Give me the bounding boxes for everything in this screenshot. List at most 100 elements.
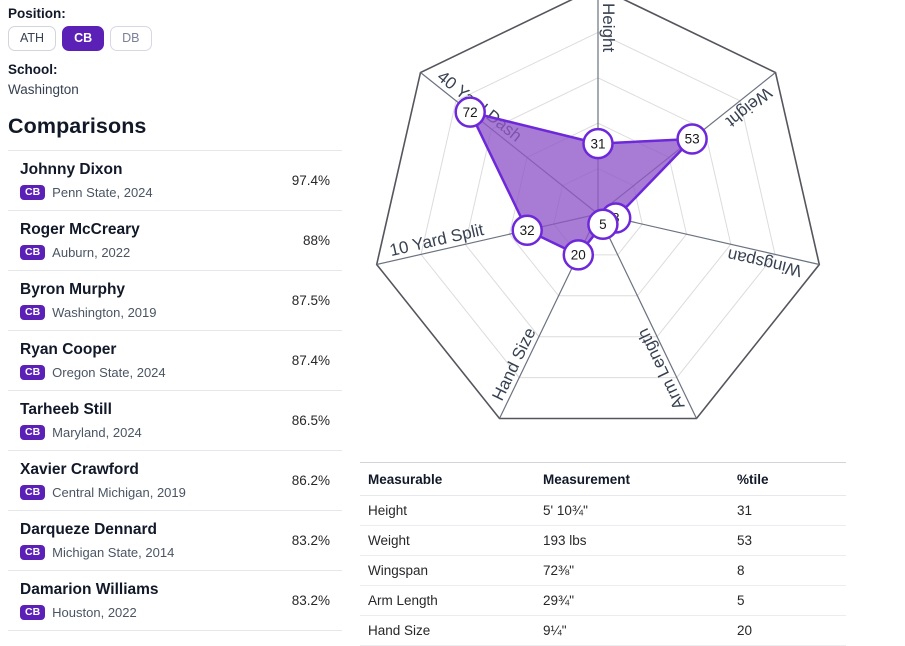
measurables-column-header: %tile xyxy=(729,462,846,496)
position-badge: CB xyxy=(20,304,46,321)
measurable-name: Height xyxy=(360,495,535,526)
comparison-row[interactable]: Tarheeb Still CB Maryland, 2024 86.5% xyxy=(8,391,342,451)
player-school: Maryland, 2024 xyxy=(52,425,142,440)
radar-data-point xyxy=(511,214,543,246)
comparison-row[interactable]: Byron Murphy CB Washington, 2019 87.5% xyxy=(8,271,342,331)
position-badge: CB xyxy=(20,364,46,381)
match-percentage: 88% xyxy=(302,233,330,248)
percentile-value: 31 xyxy=(729,495,846,526)
comparisons-list: Johnny Dixon CB Penn State, 2024 97.4% Roger… xyxy=(8,150,342,631)
radar-data-point xyxy=(582,127,614,160)
measurable-row: Arm Length 29¾" 5 xyxy=(360,585,846,616)
measurement-value: 29¾" xyxy=(535,585,729,616)
radar-data-point-value: 72 xyxy=(463,105,478,120)
measurement-value: 193 lbs xyxy=(535,525,729,556)
position-badge: CB xyxy=(20,184,46,201)
comparison-row[interactable]: Roger McCreary CB Auburn, 2022 88% xyxy=(8,211,342,271)
position-button-ath[interactable]: ATH xyxy=(8,26,57,51)
match-percentage: 83.2% xyxy=(291,593,330,608)
radar-data-point-value: 32 xyxy=(520,223,535,238)
school-value: Washington xyxy=(8,82,79,97)
comparison-row[interactable]: Johnny Dixon CB Penn State, 2024 97.4% xyxy=(8,151,342,211)
match-percentage: 86.2% xyxy=(291,473,330,488)
radar-chart-svg: Height Weight Wingspan Arm Length Hand Size 1… xyxy=(375,0,821,420)
filters-panel: Position: ATH CB DB School: Washington Com… xyxy=(8,4,342,631)
position-badge: CB xyxy=(20,244,46,261)
radar-axis-label: Height xyxy=(599,3,618,52)
comparison-row[interactable]: Darqueze Dennard CB Michigan State, 2014 83… xyxy=(8,511,342,571)
player-school: Michigan State, 2014 xyxy=(52,545,175,560)
percentile-value: 8 xyxy=(729,555,846,586)
measurement-value: 9¼" xyxy=(535,615,729,646)
measurable-row: Wingspan 72⅜" 8 xyxy=(360,555,846,586)
radar-data-point xyxy=(676,123,708,155)
measurables-table: Measurable Measurement %tile Height 5' 10¾"… xyxy=(360,462,846,646)
radar-data-polygon xyxy=(468,110,694,257)
player-info: Xavier Crawford CB Central Michigan, 2019 xyxy=(20,461,186,501)
radar-axis-label: 10 Yard Split xyxy=(388,220,486,260)
radar-axis-label: Weight xyxy=(722,83,775,131)
position-label: Position: xyxy=(8,6,66,21)
player-name: Xavier Crawford xyxy=(20,460,139,478)
player-name: Darqueze Dennard xyxy=(20,520,157,538)
radar-axis-label: Hand Size xyxy=(488,325,539,404)
player-school: Washington, 2019 xyxy=(52,305,157,320)
percentile-value: 53 xyxy=(729,525,846,556)
player-school: Central Michigan, 2019 xyxy=(52,485,186,500)
radar-data-point xyxy=(587,208,619,240)
measurable-name: Weight xyxy=(360,525,535,556)
position-badge: CB xyxy=(20,424,46,441)
measurable-name: Arm Length xyxy=(360,585,535,616)
radar-data-point xyxy=(454,96,486,128)
radar-axis-line xyxy=(597,213,698,419)
radar-axis-label: Wingspan xyxy=(726,245,804,280)
radar-chart: Height Weight Wingspan Arm Length Hand Size 1… xyxy=(370,0,882,452)
radar-data-point xyxy=(562,239,595,271)
percentile-value: 20 xyxy=(729,615,846,646)
position-badge: CB xyxy=(20,544,46,561)
player-name: Tarheeb Still xyxy=(20,400,112,418)
radar-data-point-value: 31 xyxy=(590,136,605,151)
radar-axis-label: Arm Length xyxy=(633,325,688,412)
match-percentage: 86.5% xyxy=(291,413,330,428)
comparisons-title: Comparisons xyxy=(8,114,147,138)
position-button-db[interactable]: DB xyxy=(110,26,152,51)
position-button-cb[interactable]: CB xyxy=(62,26,105,51)
player-name: Damarion Williams xyxy=(20,580,159,598)
comparison-row[interactable]: Xavier Crawford CB Central Michigan, 2019 8… xyxy=(8,451,342,511)
player-info: Ryan Cooper CB Oregon State, 2024 xyxy=(20,341,166,381)
position-button-group: ATH CB DB xyxy=(8,26,342,51)
player-name: Byron Murphy xyxy=(20,280,126,298)
player-school: Auburn, 2022 xyxy=(52,245,131,260)
player-info: Roger McCreary CB Auburn, 2022 xyxy=(20,221,140,261)
player-school: Oregon State, 2024 xyxy=(52,365,166,380)
player-name: Ryan Cooper xyxy=(20,340,117,358)
player-info: Byron Murphy CB Washington, 2019 xyxy=(20,281,156,321)
measurables-column-header: Measurable xyxy=(360,462,535,496)
match-percentage: 83.2% xyxy=(291,533,330,548)
measurable-name: Hand Size xyxy=(360,615,535,646)
radar-data-point-value: 53 xyxy=(685,132,700,147)
measurable-name: Wingspan xyxy=(360,555,535,586)
comparison-row[interactable]: Ryan Cooper CB Oregon State, 2024 87.4% xyxy=(8,331,342,391)
measurable-row: Weight 193 lbs 53 xyxy=(360,525,846,556)
radar-data-point-value: 20 xyxy=(571,248,586,263)
position-badge: CB xyxy=(20,484,46,501)
comparison-row[interactable]: Damarion Williams CB Houston, 2022 83.2% xyxy=(8,571,342,631)
player-info: Tarheeb Still CB Maryland, 2024 xyxy=(20,401,142,441)
measurement-value: 72⅜" xyxy=(535,555,729,586)
radar-outer-ring xyxy=(375,0,821,420)
measurables-header-row: Measurable Measurement %tile xyxy=(360,462,846,496)
school-label: School: xyxy=(8,62,58,77)
radar-axis-line xyxy=(597,213,820,266)
player-info: Darqueze Dennard CB Michigan State, 2014 xyxy=(20,521,174,561)
player-school: Penn State, 2024 xyxy=(52,185,153,200)
player-info: Damarion Williams CB Houston, 2022 xyxy=(20,581,159,621)
player-name: Roger McCreary xyxy=(20,220,140,238)
match-percentage: 87.4% xyxy=(291,353,330,368)
match-percentage: 97.4% xyxy=(291,173,330,188)
radar-grid-ring xyxy=(420,31,776,379)
radar-data-point-value: 5 xyxy=(599,217,607,232)
player-name: Johnny Dixon xyxy=(20,160,123,178)
percentile-value: 5 xyxy=(729,585,846,616)
